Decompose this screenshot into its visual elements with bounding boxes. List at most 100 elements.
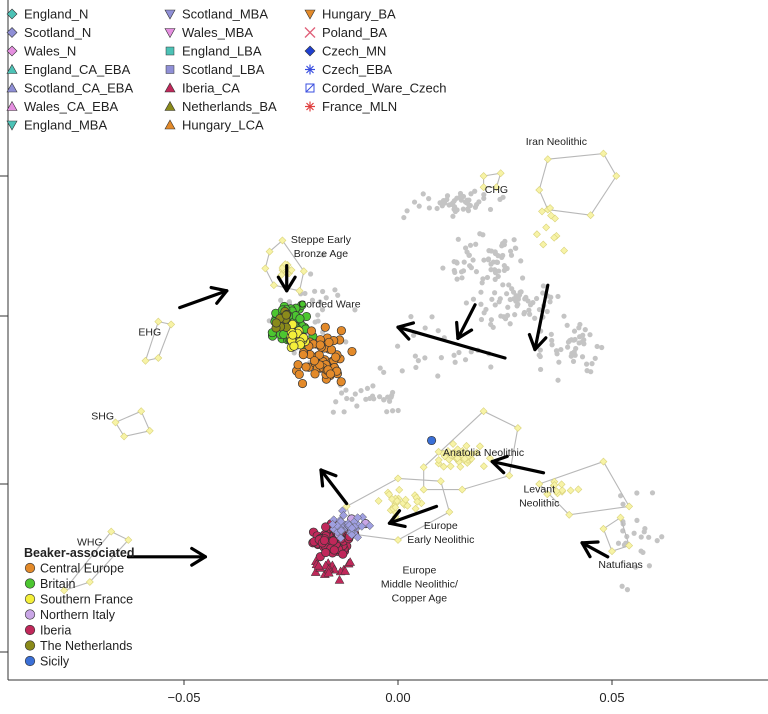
gray-point [302,290,308,297]
gray-point [440,198,447,204]
hull-vertex [599,457,608,466]
gray-point [472,188,478,194]
gray-point [458,269,465,275]
hull-vertex [342,502,351,511]
reference-diamond [574,485,583,494]
legend-bottom-label: Southern France [40,593,133,607]
legend-bottom-marker [24,578,36,589]
gray-point [501,267,508,273]
gray-point [481,310,487,316]
reference-diamond [453,454,462,463]
gray-point [466,197,472,203]
reference-diamond [539,240,548,249]
reference-diamond [485,454,494,463]
gray-point [632,564,639,570]
beaker-sample-point [309,356,319,366]
arrow-shaft [387,504,439,525]
gray-point [487,206,494,213]
legend-item-label: Wales_CA_EBA [24,99,118,114]
gray-point [415,358,421,364]
gray-point [408,314,414,320]
beaker-sample-point [336,377,346,387]
region-label: EHG [138,327,161,339]
gray-point [548,331,554,337]
hull-vertex [616,513,625,522]
gray-point [492,290,498,296]
legend-item-label: Scotland_N [24,25,91,40]
region-label: Levant [523,483,555,495]
gray-point [558,346,564,353]
arrow-shaft [456,303,477,340]
gray-point [381,369,387,375]
region-label: WHG [77,537,103,549]
hulls [60,149,634,595]
gray-point [468,265,474,271]
reference-diamond [552,487,561,496]
gray-point [462,357,469,363]
gray-point [500,194,506,200]
gray-point [352,307,358,313]
gray-point [388,394,394,400]
hull-vertex [535,186,544,194]
gray-point [518,258,524,264]
hull-vertex [586,211,595,220]
gray-point [386,398,393,404]
reference-diamond [403,501,412,510]
reference-diamond [458,446,467,455]
arrow-head [276,275,297,293]
gray-point [615,540,622,546]
gray-point [508,252,515,258]
gray-point [420,191,426,197]
gray-point [341,409,347,415]
reference-diamond [550,233,559,242]
gray-point [470,296,477,302]
beaker-sample-point [329,545,339,555]
beaker-sample-point [336,326,346,336]
hull-vertex [445,508,454,516]
gray-point [364,385,371,392]
arrow-shaft [533,283,550,352]
gray-point [540,290,546,296]
gray-point [429,314,435,320]
gray-point [395,407,401,414]
gray-point [476,199,482,205]
hull-vertex [625,502,634,511]
gray-point [465,208,472,214]
legend-marker [6,100,18,111]
gray-point [492,249,498,255]
gray-point [454,207,460,213]
gray-point [494,259,500,265]
hull-vertex [543,155,552,164]
legend-item-label: England_CA_EBA [24,62,131,77]
legend-marker [164,100,176,111]
gray-point [581,337,587,343]
gray-point [438,355,444,361]
gray-point [488,364,494,370]
legend-bottom-marker [24,640,36,651]
gray-point [510,289,517,295]
x-tick-label: 0.00 [385,690,410,705]
gray-point [564,322,570,328]
hull-vertex [141,356,150,365]
region-label: Copper Age [392,593,448,605]
beaker-sample-point [289,341,299,351]
legend-marker [165,46,175,56]
beaker-sample-point [320,322,330,332]
gray-point [451,259,457,265]
ancient-sample-diamond [336,533,346,543]
ancient-sample-diamond [328,520,337,529]
gray-point [468,191,474,197]
gray-point [506,282,512,288]
region-label: Steppe Early [291,234,352,246]
legend-item-label: Scotland_MBA [182,7,268,22]
legend-item-label: England_N [24,7,88,22]
arrow-head [209,285,229,305]
hull-vertex [154,354,163,362]
region-label: Corded Ware [298,299,360,311]
legend-item-label: Czech_MN [322,44,386,59]
gray-point [654,538,660,544]
hull-vertex [269,281,278,290]
gray-point [412,353,418,359]
reference-diamond [440,452,449,461]
